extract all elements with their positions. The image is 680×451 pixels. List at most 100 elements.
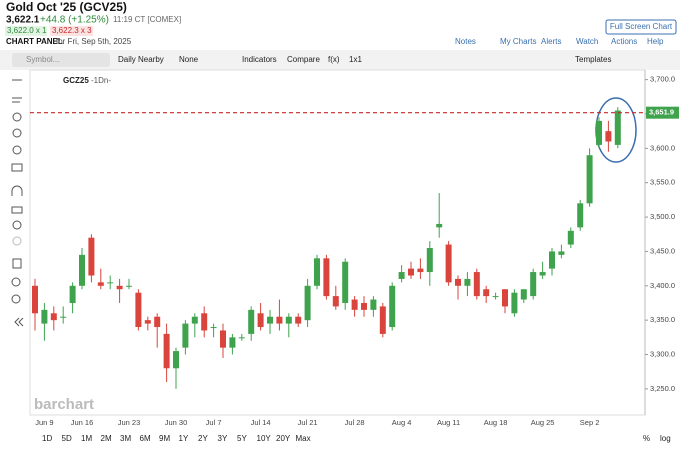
x-tick-label: Sep 2	[580, 418, 600, 427]
candle-body	[201, 313, 208, 331]
candle-body	[567, 230, 574, 245]
x-tick-label: Aug 18	[484, 418, 508, 427]
period-button[interactable]: Max	[296, 434, 311, 443]
scale-button[interactable]: %	[643, 434, 650, 443]
candle-body	[577, 203, 584, 228]
candle-body	[276, 316, 283, 324]
header-link[interactable]: Alerts	[541, 37, 561, 46]
candle-body	[332, 296, 339, 307]
period-button[interactable]: 6M	[140, 434, 151, 443]
toolbar-item[interactable]: Symbol...	[26, 55, 59, 64]
x-tick-label: Aug 11	[437, 418, 460, 427]
candle-body	[539, 272, 546, 276]
period-button[interactable]: 5D	[62, 434, 72, 443]
toolbar-item[interactable]: Indicators	[242, 55, 277, 64]
x-tick-label: Aug 4	[392, 418, 412, 427]
candle-body	[417, 268, 424, 273]
toolbar-item[interactable]: Daily Nearby	[118, 55, 164, 64]
period-button[interactable]: 2M	[101, 434, 112, 443]
x-tick-label: Jul 14	[251, 418, 271, 427]
candle-body	[314, 258, 320, 286]
candle-body	[50, 313, 57, 321]
candle-body	[596, 120, 602, 145]
full-screen[interactable]: Full Screen Chart	[610, 22, 673, 31]
price: 3,622.1	[6, 15, 40, 26]
period-button[interactable]: 1D	[42, 434, 52, 443]
candle-body	[351, 299, 358, 310]
y-tick-label: 3,700.0	[650, 75, 675, 84]
candle-body	[370, 299, 377, 310]
y-tick-label: 3,300.0	[650, 350, 675, 359]
y-tick-label: 3,600.0	[650, 143, 675, 152]
candle-body	[304, 285, 311, 321]
candle-body	[379, 306, 386, 334]
full-screen-button[interactable]	[605, 19, 677, 35]
candle-body	[511, 292, 518, 314]
candle-body	[154, 316, 161, 328]
time: 11:19 CT [COMEX]	[113, 15, 181, 24]
candle-body	[88, 237, 95, 276]
x-tick-label: Jun 16	[71, 418, 94, 427]
y-tick-label: 3,450.0	[650, 246, 675, 255]
last-price-box	[646, 106, 679, 119]
candle-body	[502, 289, 508, 307]
y-tick-label: 3,400.0	[650, 281, 675, 290]
toolbar-item[interactable]: 1x1	[349, 55, 362, 64]
period-button[interactable]: 9M	[159, 434, 170, 443]
bid-box	[5, 26, 47, 36]
plot-frame	[29, 69, 646, 416]
candle-body	[107, 282, 114, 284]
header-link[interactable]: Notes	[455, 37, 476, 46]
ask: 3,622.3 x 3	[52, 26, 92, 35]
scale-button[interactable]: log	[660, 434, 671, 443]
watermark: barchart	[34, 396, 94, 413]
period-button[interactable]: 1Y	[179, 434, 189, 443]
candle-body	[342, 261, 349, 303]
candle-body	[182, 323, 189, 348]
candle-body	[483, 289, 490, 297]
header-link[interactable]: My Charts	[500, 37, 536, 46]
symbol-box[interactable]	[12, 53, 110, 67]
candle-body	[389, 285, 396, 328]
candle-body	[426, 247, 433, 273]
period-button[interactable]: 3M	[120, 434, 131, 443]
candle-body	[116, 285, 123, 290]
candle-body	[248, 309, 255, 334]
candle-body	[144, 320, 151, 324]
period-button[interactable]: 5Y	[237, 434, 247, 443]
candle-body	[126, 285, 132, 287]
candle-body	[295, 316, 302, 324]
y-tick-label: 3,350.0	[650, 315, 675, 324]
toolbar-item[interactable]: Templates	[575, 55, 611, 64]
candle-body	[257, 313, 264, 328]
toolbar	[0, 50, 680, 70]
period-button[interactable]: 1M	[81, 434, 92, 443]
title: Gold Oct '25 (GCV25)	[6, 0, 127, 14]
change: +44.8 (+1.25%)	[40, 15, 109, 26]
candle-body	[549, 251, 555, 269]
period-button[interactable]: 3Y	[218, 434, 228, 443]
x-tick-label: Jul 28	[345, 418, 365, 427]
period-button[interactable]: 2Y	[198, 434, 208, 443]
period-button[interactable]: 10Y	[257, 434, 272, 443]
header-link[interactable]: Help	[647, 37, 664, 46]
x-tick-label: Jun 23	[118, 418, 141, 427]
candle-body	[267, 316, 273, 324]
toolbar-item[interactable]: f(x)	[328, 55, 340, 64]
candle-body	[163, 333, 170, 369]
symbol: GCZ25	[63, 76, 89, 85]
y-tick-label: 3,250.0	[650, 384, 675, 393]
period-button[interactable]: 20Y	[276, 434, 291, 443]
y-tick-label: 3,500.0	[650, 212, 675, 221]
candle-body	[285, 316, 292, 324]
candle-body	[60, 316, 67, 318]
toolbar-item[interactable]: Compare	[287, 55, 320, 64]
header-link[interactable]: Watch	[576, 37, 598, 46]
toolbar-item[interactable]: None	[179, 55, 199, 64]
header-link[interactable]: Actions	[611, 37, 637, 46]
bid: 3,622.0 x 1	[7, 26, 47, 35]
candle-body	[229, 337, 236, 348]
candle-body	[41, 309, 48, 324]
candle-body	[97, 282, 104, 286]
